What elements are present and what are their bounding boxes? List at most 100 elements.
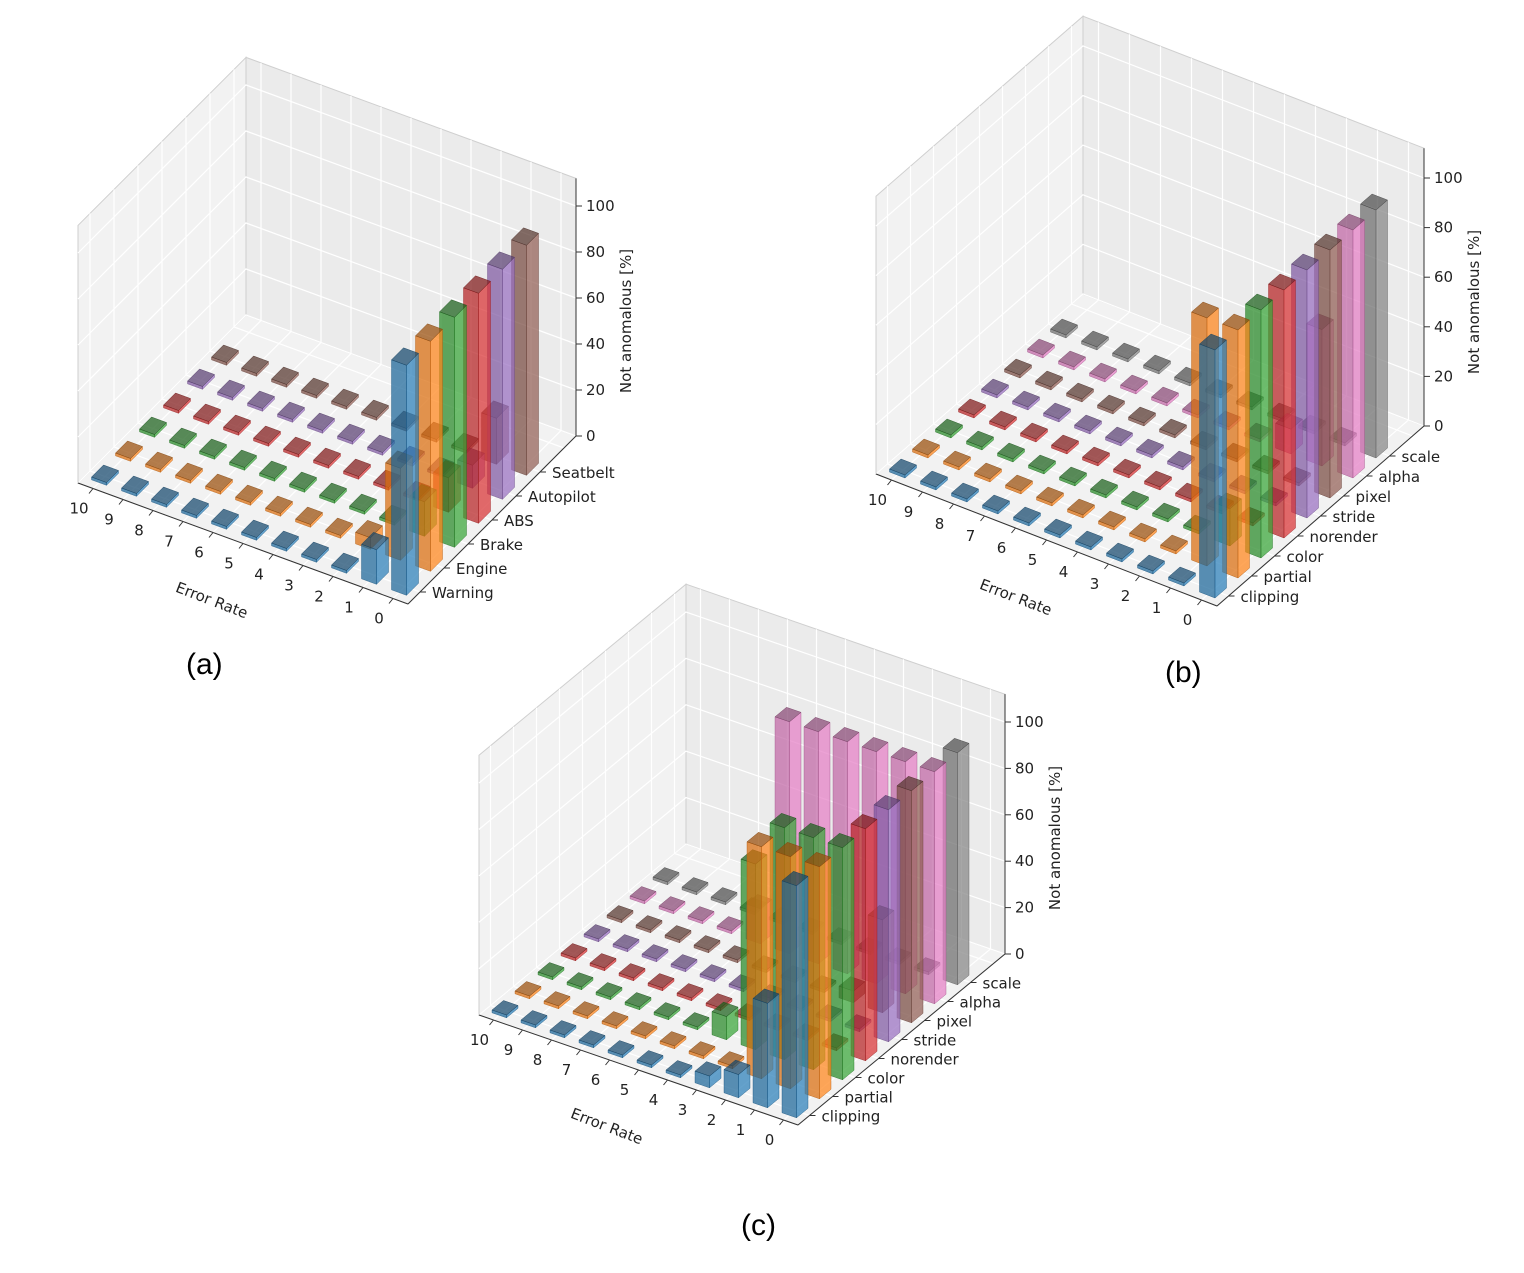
bar-clipping-5 xyxy=(1044,518,1072,539)
bar-color-3 xyxy=(1152,502,1180,523)
bar-partial-6 xyxy=(1036,486,1064,507)
bar-Autopilot-8 xyxy=(247,390,275,412)
bar-stride-7 xyxy=(1074,414,1102,435)
z-tick-label: 80 xyxy=(586,243,605,261)
bar-partial-10 xyxy=(912,438,940,459)
x-tick-label: 3 xyxy=(678,1101,688,1119)
series-tick-label: Autopilot xyxy=(528,488,596,506)
bar-norender-10 xyxy=(560,943,588,962)
bar-clipping-8 xyxy=(951,482,979,503)
bar-partial-9 xyxy=(543,991,571,1010)
bar-scale-10 xyxy=(652,867,680,886)
z-axis-label: Not anomalous [%] xyxy=(1046,766,1064,910)
bar-scale-10 xyxy=(1050,318,1078,339)
bar-ABS-7 xyxy=(253,425,281,447)
bar-Warning-1 xyxy=(361,532,389,585)
z-tick-label: 0 xyxy=(1015,945,1025,963)
bars xyxy=(491,707,970,1119)
series-tick-label: clipping xyxy=(1241,588,1300,606)
x-tick-label: 6 xyxy=(997,539,1007,557)
bar-norender-9 xyxy=(589,953,617,972)
bar-clipping-3 xyxy=(694,1061,722,1089)
series-tick-label: color xyxy=(1287,548,1325,566)
chart-panel-b: 0 1 2 3 4 5 6 7 8 9 10 clipping partial color norender… xyxy=(780,0,1483,660)
bar-stride-10 xyxy=(981,378,1009,399)
series-tick-label: alpha xyxy=(1379,468,1421,486)
bar-clipping-6 xyxy=(607,1040,635,1059)
z-tick-label: 60 xyxy=(1015,806,1034,824)
x-tick-label: 6 xyxy=(591,1071,601,1089)
bar-Autopilot-0 xyxy=(487,251,515,500)
bar-Warning-7 xyxy=(181,497,209,519)
bar-clipping-1 xyxy=(752,988,780,1109)
x-tick-label: 1 xyxy=(1152,599,1162,617)
x-tick-label: 10 xyxy=(470,1031,489,1049)
bar-pixel-9 xyxy=(635,915,663,934)
bar-clipping-9 xyxy=(920,470,948,491)
bar-Engine-8 xyxy=(175,462,203,484)
series-tick-label: scale xyxy=(983,975,1022,993)
series-tick-label: Seatbelt xyxy=(552,464,615,482)
bar-Autopilot-7 xyxy=(277,401,305,423)
x-tick-label: 5 xyxy=(1028,551,1038,569)
x-tick-label: 1 xyxy=(736,1121,746,1139)
bar-color-8 xyxy=(997,442,1025,463)
bar-clipping-10 xyxy=(491,1000,519,1019)
z-tick-label: 40 xyxy=(1434,318,1453,336)
bar-stride-10 xyxy=(583,924,611,943)
bar-partial-8 xyxy=(572,1001,600,1020)
x-tick-label: 2 xyxy=(707,1111,717,1129)
bar-pixel-7 xyxy=(693,935,721,954)
bar-scale-9 xyxy=(1081,330,1109,351)
bar-ABS-4 xyxy=(343,458,371,480)
series-tick-label: color xyxy=(868,1070,906,1088)
bars xyxy=(889,193,1388,599)
x-tick-label: 0 xyxy=(374,610,384,628)
bar-clipping-3 xyxy=(1106,542,1134,563)
bar-Brake-3 xyxy=(349,493,377,515)
bar-color-5 xyxy=(682,1012,710,1031)
series-tick-label: ABS xyxy=(504,512,534,530)
x-tick-label: 7 xyxy=(562,1061,572,1079)
z-tick-label: 20 xyxy=(1434,367,1453,385)
bar-partial-2 xyxy=(1160,534,1188,555)
series-tick-label: partial xyxy=(1264,568,1312,586)
bar-scale-0 xyxy=(942,738,970,986)
bar-color-7 xyxy=(624,992,652,1011)
bar-color-10 xyxy=(537,962,565,981)
bar-pixel-8 xyxy=(664,925,692,944)
bar-partial-6 xyxy=(630,1021,658,1040)
x-tick-label: 3 xyxy=(1090,575,1100,593)
caption-a: (a) xyxy=(186,648,223,681)
series-tick-label: Engine xyxy=(456,560,507,578)
bar-stride-6 xyxy=(699,964,727,983)
bar-scale-9 xyxy=(681,877,709,896)
bar-norender-7 xyxy=(647,973,675,992)
bar-Brake-9 xyxy=(169,427,197,449)
gridline-z xyxy=(77,176,577,346)
x-axis-label: Error Rate xyxy=(173,578,250,622)
z-axis-label: Not anomalous [%] xyxy=(1465,230,1483,374)
bar-partial-8 xyxy=(974,462,1002,483)
bar-norender-6 xyxy=(676,983,704,1002)
bar-Autopilot-10 xyxy=(187,368,215,390)
bar-Engine-9 xyxy=(145,451,173,473)
bar-Engine-5 xyxy=(265,495,293,517)
series-tick-label: clipping xyxy=(822,1108,881,1126)
z-tick-label: 80 xyxy=(1015,759,1034,777)
bar-pixel-5 xyxy=(1159,418,1187,439)
bar-Engine-7 xyxy=(205,473,233,495)
bar-clipping-9 xyxy=(520,1010,548,1029)
bar-norender-7 xyxy=(1051,434,1079,455)
bar-pixel-9 xyxy=(1035,370,1063,391)
bar-norender-10 xyxy=(958,398,986,419)
bar-color-9 xyxy=(566,972,594,991)
bar-stride-5 xyxy=(1136,438,1164,459)
chart-a-svg: 0 1 2 3 4 5 6 7 8 9 10 Warning Engine Brake ABS Autopil… xyxy=(69,56,635,628)
bar-stride-9 xyxy=(1012,390,1040,411)
gridline-z xyxy=(77,84,577,254)
bar-Engine-0 xyxy=(415,323,443,572)
bar-Seatbelt-8 xyxy=(271,366,299,388)
bar-partial-4 xyxy=(688,1041,716,1060)
series-tick-label: norender xyxy=(1310,528,1379,546)
